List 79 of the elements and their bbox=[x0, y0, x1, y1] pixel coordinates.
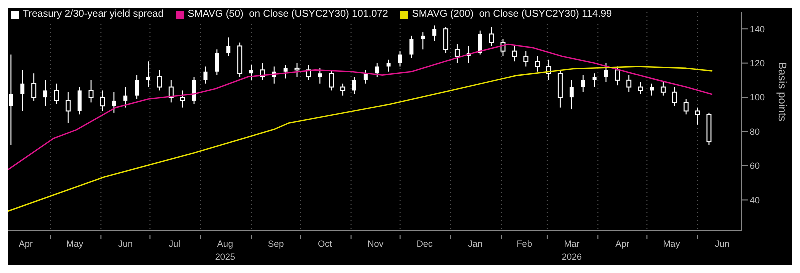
candlestick bbox=[432, 25, 437, 42]
candlestick bbox=[695, 107, 700, 126]
candlestick bbox=[329, 70, 334, 92]
candlestick bbox=[226, 37, 231, 57]
candlestick bbox=[215, 49, 220, 76]
candlestick bbox=[638, 82, 644, 95]
candlestick bbox=[340, 83, 346, 96]
x-tick-label: Apr bbox=[18, 239, 33, 249]
candlestick bbox=[512, 46, 518, 62]
candlestick bbox=[146, 61, 151, 88]
candlestick bbox=[44, 80, 48, 107]
x-tick-label: Jul bbox=[168, 239, 180, 249]
x-tick-label: May bbox=[66, 239, 84, 249]
candlestick bbox=[684, 98, 689, 116]
x-tick-label: Jun bbox=[118, 239, 133, 249]
candlestick bbox=[135, 74, 140, 100]
candlestick bbox=[294, 62, 300, 78]
x-tick-label: Jan bbox=[468, 239, 483, 249]
candlestick bbox=[192, 76, 196, 105]
legend-label: SMAVG (50) on Close (USYC2Y30) 101.072 bbox=[188, 9, 388, 20]
line-series bbox=[8, 44, 714, 171]
candlestick bbox=[592, 73, 597, 88]
y-tick-label: 60 bbox=[750, 161, 760, 172]
candlestick bbox=[444, 26, 449, 54]
candlestick bbox=[386, 59, 391, 72]
candlestick bbox=[489, 26, 494, 47]
candlestick bbox=[100, 90, 106, 112]
y-tick-label: 120 bbox=[750, 58, 766, 69]
candlestick bbox=[88, 80, 94, 104]
candlestick bbox=[112, 92, 116, 114]
candlestick bbox=[421, 32, 426, 50]
y-tick-label: 40 bbox=[750, 195, 760, 206]
candlestick bbox=[124, 86, 128, 108]
x-tick-label: Jun bbox=[715, 239, 730, 249]
x-tick-label: Dec bbox=[416, 239, 434, 249]
candlestick bbox=[454, 44, 460, 64]
candlestick bbox=[20, 70, 25, 112]
candlestick bbox=[180, 90, 186, 108]
candlestick bbox=[284, 64, 288, 80]
candlestick bbox=[318, 68, 322, 84]
candlestick bbox=[581, 74, 586, 93]
x-tick-label: Oct bbox=[318, 239, 333, 249]
x-tick-label: May bbox=[663, 239, 681, 249]
candlestick bbox=[410, 35, 414, 59]
legend-label: SMAVG (200) on Close (USYC2Y30) 114.99 bbox=[412, 9, 612, 20]
y-axis-title: Basis points bbox=[776, 62, 788, 122]
candlestick bbox=[364, 70, 368, 84]
candlestick bbox=[570, 80, 574, 110]
candlestick bbox=[604, 62, 608, 83]
candlestick bbox=[157, 70, 162, 92]
x-tick-label: Apr bbox=[616, 239, 630, 249]
candlestick bbox=[615, 66, 620, 86]
x-tick-label: Sep bbox=[268, 239, 284, 249]
candlestick bbox=[249, 64, 254, 81]
x-tick-label: Aug 2025 bbox=[215, 239, 236, 262]
y-tick-label: 80 bbox=[750, 126, 760, 137]
candlestick bbox=[78, 86, 82, 116]
x-tick-label: Nov bbox=[368, 239, 384, 249]
candlestick bbox=[660, 82, 666, 96]
candlestick bbox=[524, 50, 529, 68]
candlestick bbox=[352, 76, 356, 95]
candlestick bbox=[32, 73, 37, 102]
candlestick bbox=[375, 62, 380, 78]
x-tick-label: Feb bbox=[516, 239, 532, 249]
candlestick bbox=[9, 54, 14, 146]
candlestick bbox=[54, 83, 60, 105]
line-series bbox=[8, 66, 714, 212]
candlestick bbox=[478, 30, 482, 56]
y-tick-label: 100 bbox=[750, 92, 766, 103]
candlestick bbox=[535, 56, 540, 72]
candlestick bbox=[558, 70, 563, 108]
candlestick bbox=[204, 66, 208, 84]
candlestick bbox=[626, 74, 632, 93]
y-tick-label: 140 bbox=[750, 24, 766, 34]
candlestick bbox=[398, 50, 402, 68]
legend-label: Treasury 2/30-year yield spread bbox=[23, 9, 164, 20]
x-tick-label: Mar 2026 bbox=[562, 239, 582, 262]
candlestick bbox=[66, 92, 71, 124]
candlestick bbox=[672, 86, 678, 107]
